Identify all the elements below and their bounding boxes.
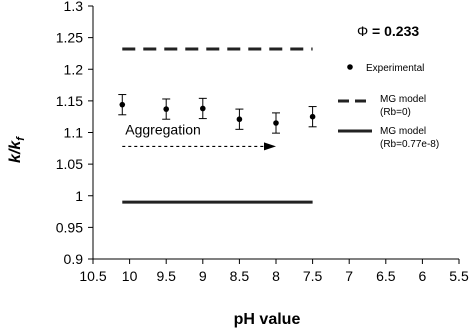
legend-mg-rb077-label: MG model (380, 126, 426, 137)
legend: Φ = 0.233 Experimental MG model (Rb=0) MG mo… (338, 23, 439, 150)
legend-mg-rb0-sublabel: (Rb=0) (380, 107, 411, 118)
y-tick-label: 1 (75, 188, 83, 204)
x-tick-label: 9 (199, 268, 207, 284)
x-ticks: 10.5 10 9.5 9 8.5 8 7.5 7 6.5 6 5.5 (79, 259, 469, 284)
legend-experimental-marker (347, 64, 353, 70)
x-tick-label: 7.5 (303, 268, 323, 284)
aggregation-label: Aggregation (125, 121, 201, 137)
legend-mg-rb077-sublabel: (Rb=0.77e-8) (380, 139, 439, 150)
y-tick-label: 0.95 (56, 219, 83, 235)
phi-label: Φ = 0.233 (357, 23, 419, 39)
x-tick-label: 9.5 (156, 268, 176, 284)
y-axis-title-sub: f (15, 136, 27, 141)
y-tick-label: 1.25 (56, 30, 83, 46)
aggregation-annotation: Aggregation (122, 121, 276, 151)
y-tick-label: 1.3 (64, 0, 84, 14)
x-tick-label: 8.5 (230, 268, 250, 284)
y-axis-title-main: k/k (7, 140, 24, 163)
x-tick-label: 5.5 (449, 268, 469, 284)
data-point (236, 116, 243, 123)
legend-mg-rb0-label: MG model (380, 94, 426, 105)
chart-marks (118, 47, 317, 204)
x-tick-label: 10.5 (79, 268, 106, 284)
x-tick-label: 6.5 (376, 268, 396, 284)
data-point (119, 101, 126, 108)
data-point (309, 113, 316, 120)
y-tick-label: 1.2 (64, 61, 84, 77)
y-axis-title: k/kf (7, 136, 27, 163)
x-tick-label: 8 (272, 268, 280, 284)
phi-value: = 0.233 (368, 23, 419, 39)
data-point (200, 105, 206, 112)
x-tick-label: 6 (419, 268, 427, 284)
data-point (163, 106, 169, 112)
x-tick-label: 10 (122, 268, 138, 284)
y-tick-label: 1.1 (64, 125, 84, 141)
legend-experimental-label: Experimental (366, 63, 424, 74)
y-tick-label: 0.9 (64, 251, 84, 267)
y-tick-label: 1.15 (56, 93, 83, 109)
data-point (273, 120, 279, 126)
phi-symbol: Φ (357, 23, 368, 39)
aggregation-arrow-head (264, 142, 276, 151)
x-axis-title: pH value (234, 311, 301, 328)
y-tick-label: 1.05 (56, 156, 83, 172)
x-tick-label: 7 (345, 268, 353, 284)
y-ticks: 0.9 0.95 1 1.05 1.1 1.15 1.2 1.25 1.3 (56, 0, 93, 267)
